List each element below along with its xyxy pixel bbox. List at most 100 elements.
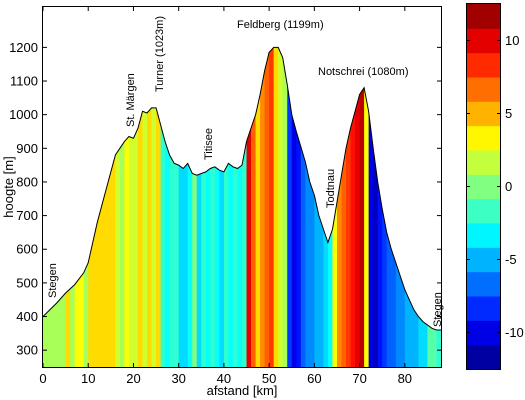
y-axis: 300 400 500 600 700 800 900 1000 1100 1200 [9,40,441,358]
y-tick-label: 700 [16,208,38,223]
gradient-band [377,47,383,367]
gradient-band [346,47,352,367]
gradient-band [83,47,89,367]
colorbar-tick-label: 5 [505,106,512,121]
gradient-band [223,47,230,367]
gradient-band [300,47,306,367]
gradient-band [242,47,248,367]
gradient-band [65,47,71,367]
gradient-bands [43,47,441,367]
gradient-band [210,47,216,367]
gradient-band [359,47,365,367]
gradient-band [151,47,157,367]
x-tick-label: 50 [262,371,276,386]
gradient-band [142,47,148,367]
x-tick-label: 30 [171,371,185,386]
gradient-band [255,47,261,367]
x-tick-label: 0 [39,371,46,386]
x-tick-label: 20 [126,371,140,386]
annotation-feldberg: Feldberg (1199m) [237,19,324,31]
gradient-band [228,47,234,367]
annotations: Stegen St. Märgen Turner (1023m) Titisee… [47,16,444,327]
y-tick-label: 400 [16,309,38,324]
gradient-band [368,47,374,367]
annotation-todtnau: Todtnau [325,169,337,208]
colorbar-swatch [467,247,500,273]
elevation-outline [42,46,441,331]
colorbar-tick-label: -10 [505,325,524,340]
gradient-band [296,47,302,367]
gradient-band [178,47,189,367]
colorbar-swatch [467,320,500,346]
colorbar-swatch [467,101,500,127]
gradient-band [214,47,220,367]
gradient-band [201,47,207,367]
gradient-band [373,47,379,367]
gradient-band [395,47,406,367]
y-tick-label: 1200 [9,40,38,55]
gradient-band [264,47,270,367]
gradient-band [70,47,76,367]
gradient-band [169,47,180,367]
colorbar [467,4,500,370]
gradient-band [350,47,356,367]
gradient-band [386,47,397,367]
annotation-titisee: Titisee [203,128,215,160]
colorbar-ticks: 10 5 0 -5 -10 [467,33,524,340]
gradient-band [291,47,297,367]
gradient-band [232,47,239,367]
colorbar-swatch [467,344,500,370]
colorbar-swatch [467,271,500,297]
gradient-band [119,47,126,367]
annotation-notschrei: Notschrei (1080m) [318,66,408,78]
gradient-band [88,47,116,367]
gradient-band [156,47,162,367]
annotation-st-maergen: St. Märgen [125,73,137,127]
gradient-band [341,47,347,367]
colorbar-tick-label: 0 [505,179,512,194]
colorbar-swatch [467,198,500,224]
annotation-stegen-end: Stegen [432,292,444,327]
gradient-band [382,47,388,367]
x-tick-label: 70 [352,371,366,386]
y-tick-label: 800 [16,174,38,189]
gradient-band [237,47,243,367]
gradient-band [260,47,266,367]
colorbar-swatch [467,52,500,78]
y-tick-label: 1000 [9,107,38,122]
gradient-band [404,47,419,367]
y-tick-label: 900 [16,141,38,156]
colorbar-swatch [467,125,500,151]
colorbar-frame [466,3,501,370]
gradient-band [137,47,144,367]
gradient-band [269,47,275,367]
annotation-turner: Turner (1023m) [154,16,166,92]
gradient-band [305,47,315,367]
gradient-band [128,47,139,367]
x-tick-label: 10 [81,371,95,386]
colorbar-swatch [467,296,500,321]
gradient-band [336,47,343,367]
gradient-band [192,47,198,367]
gradient-band [364,47,370,367]
x-axis-label: afstand [km] [207,383,278,398]
plot-frame [42,6,442,368]
gradient-band [205,47,211,367]
colorbar-swatch [467,174,500,200]
gradient-band [273,47,279,367]
annotation-stegen-start: Stegen [47,263,59,298]
y-tick-label: 300 [16,343,38,358]
gradient-band [246,47,252,367]
gradient-band [251,47,257,367]
y-tick-label: 1100 [10,74,38,89]
x-axis: 0 10 20 30 40 50 60 70 80 [39,7,412,386]
gradient-band [115,47,121,367]
colorbar-swatch [467,77,500,102]
colorbar-swatch [467,4,500,29]
gradient-band [355,47,361,367]
gradient-band [147,47,153,367]
gradient-band [314,47,325,367]
x-tick-label: 40 [217,371,231,386]
gradient-band [278,47,284,367]
gradient-band [418,47,429,367]
